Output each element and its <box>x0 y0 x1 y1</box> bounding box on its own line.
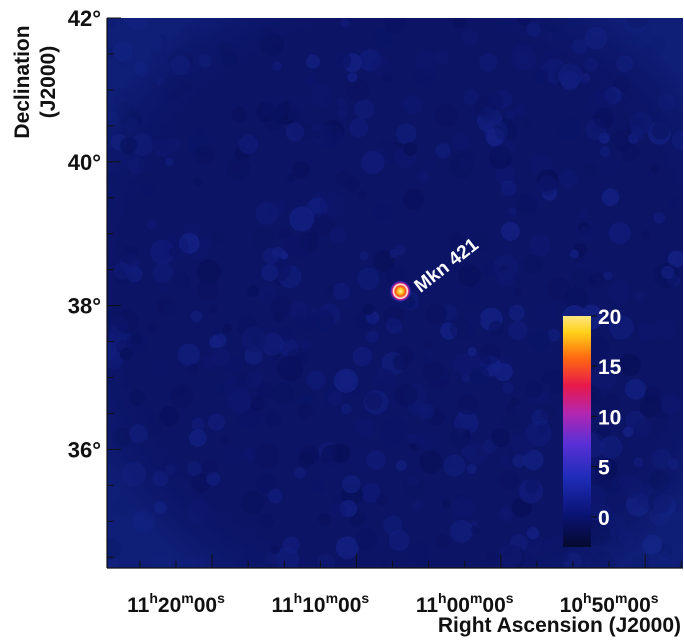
x-tick-label: 10h50m00s <box>560 590 659 617</box>
colorbar <box>563 316 591 547</box>
x-tick-label: 11h10m00s <box>271 590 369 617</box>
y-axis-title-line1: Declination <box>11 25 34 138</box>
x-axis-ticks: 11h20m00s 11h10m00s 11h00m00s 10h50m00s <box>127 554 682 617</box>
y-axis-ticks: 42° 40° 38° 36° <box>68 6 121 558</box>
y-axis-title-line2: (J2000) <box>37 46 60 118</box>
colorbar-tick-label: 20 <box>598 306 621 329</box>
x-tick-label: 11h20m00s <box>127 590 225 617</box>
y-tick-label: 40° <box>68 150 101 175</box>
source-glow <box>389 280 412 303</box>
colorbar-tick-label: 10 <box>598 406 621 429</box>
x-tick-label: 11h00m00s <box>416 590 514 617</box>
colorbar-tick-label: 5 <box>598 457 610 480</box>
colorbar-ticks: 0 5 10 15 20 <box>591 306 622 530</box>
colorbar-tick-label: 15 <box>598 356 622 379</box>
y-tick-label: 38° <box>68 294 101 319</box>
y-tick-label: 42° <box>68 6 101 31</box>
x-axis-title: Right Ascension (J2000) <box>438 614 681 637</box>
colorbar-tick-label: 0 <box>598 507 610 530</box>
y-tick-label: 36° <box>68 437 101 462</box>
